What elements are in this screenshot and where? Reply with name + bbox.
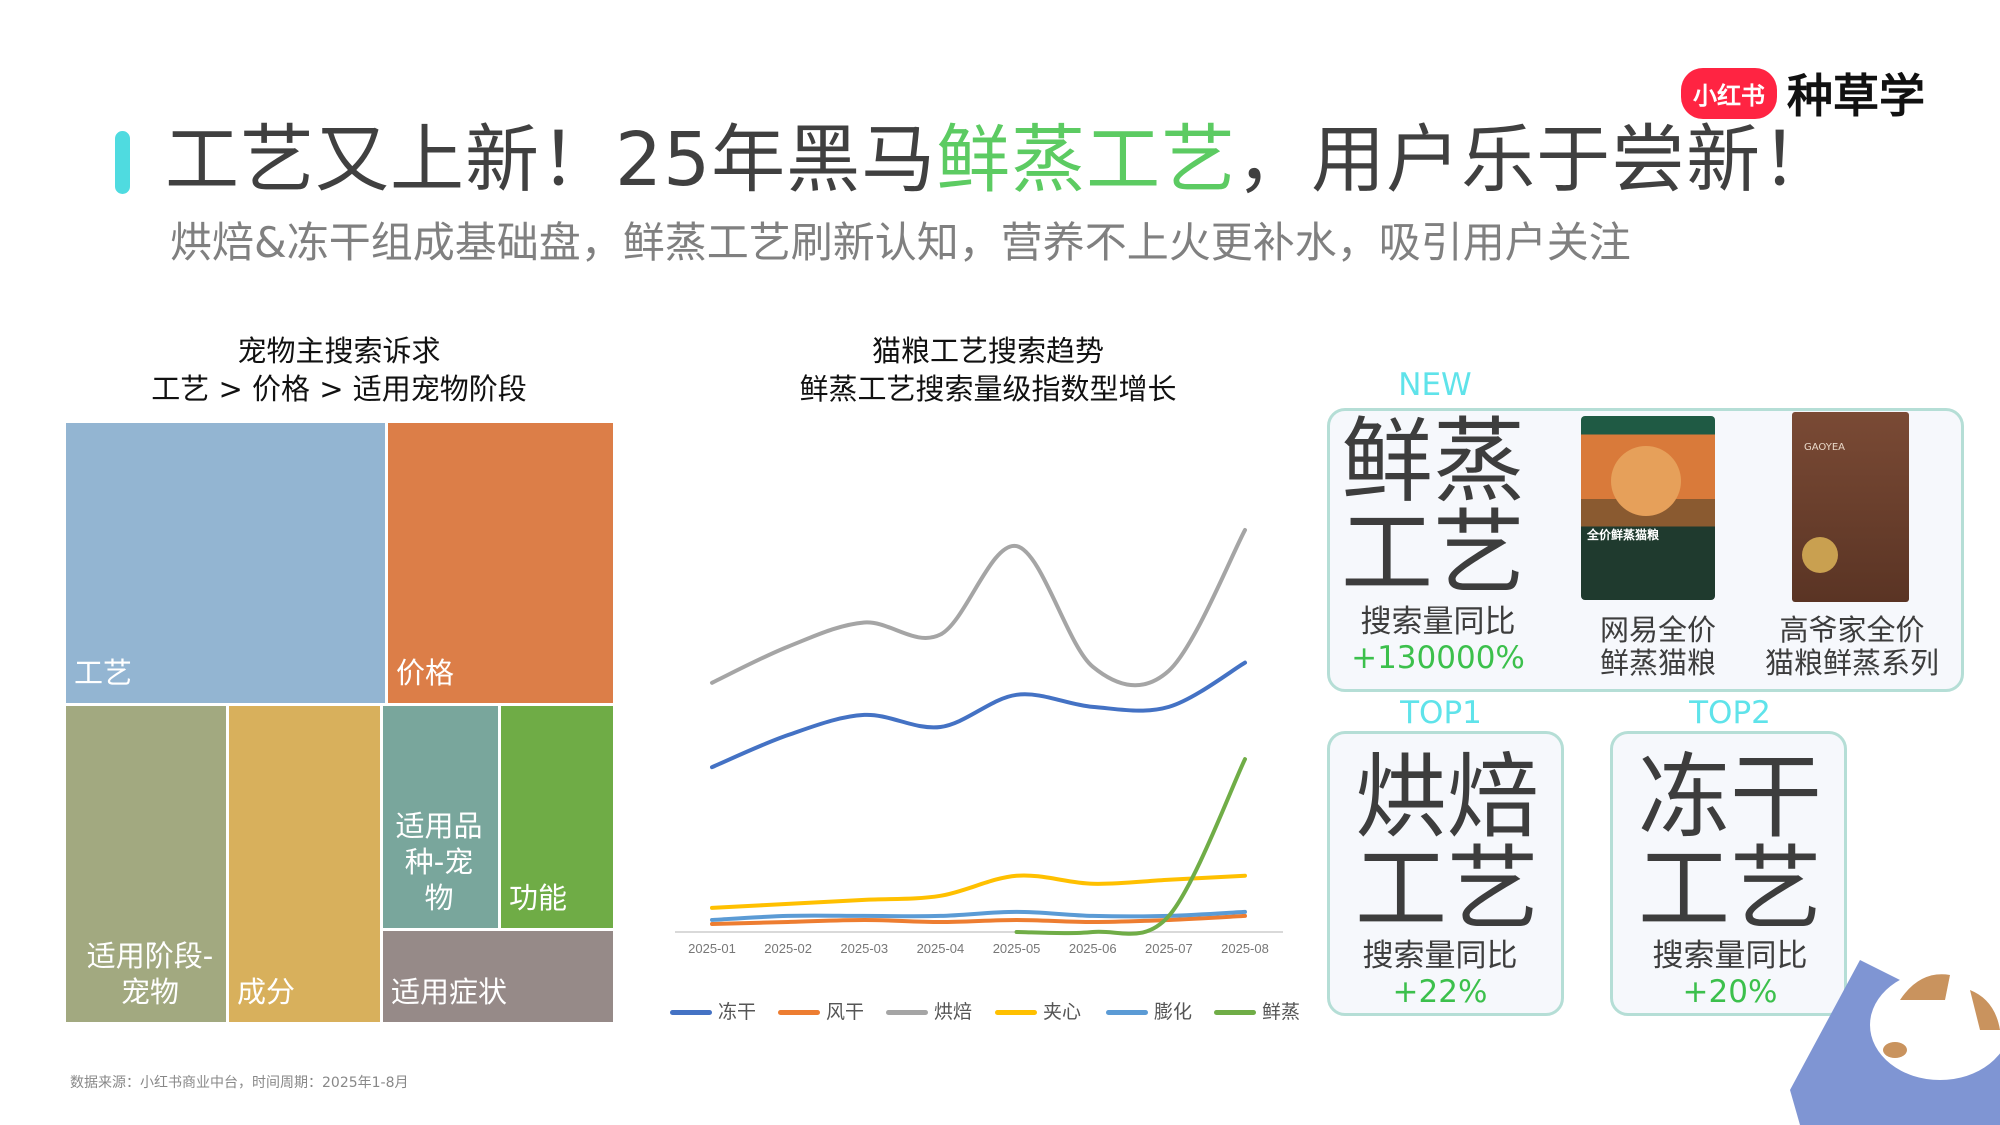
treemap-title-line1: 宠物主搜索诉求 bbox=[237, 334, 441, 368]
legend-item: 膨化 bbox=[1106, 1000, 1192, 1024]
linechart-title: 猫粮工艺搜索趋势 鲜蒸工艺搜索量级指数型增长 bbox=[799, 332, 1176, 408]
treemap-cell-price: 价格 bbox=[386, 421, 615, 705]
cat-patch bbox=[1883, 1042, 1907, 1058]
legend-label: 风干 bbox=[826, 1001, 865, 1023]
top1-big-line2: 工艺 bbox=[1354, 836, 1540, 943]
x-tick-label: 2025-08 bbox=[1221, 941, 1269, 956]
top2-big-line2: 工艺 bbox=[1637, 836, 1823, 943]
cell-label: 工艺 bbox=[74, 656, 133, 690]
legend-label: 夹心 bbox=[1043, 1001, 1082, 1023]
top2-tag: TOP2 bbox=[1689, 695, 1771, 731]
legend-swatch bbox=[1214, 1009, 1256, 1015]
xiaohongshu-logo-pill: 小红书 bbox=[1681, 67, 1777, 119]
legend-item: 冻干 bbox=[670, 1000, 756, 1024]
top1-card bbox=[1327, 731, 1564, 1016]
series-line-冻干 bbox=[710, 660, 1247, 770]
caption-line: 高爷家全价 bbox=[1779, 613, 1925, 647]
treemap: 工艺 价格 适用阶段-宠物 成分 适用品种-宠物 功能 适用症状 bbox=[64, 421, 615, 1024]
top1-tag: TOP1 bbox=[1400, 695, 1482, 731]
legend-label: 膨化 bbox=[1154, 1001, 1193, 1023]
treemap-cell-ingredients: 成分 bbox=[227, 704, 382, 1024]
cat-patch bbox=[1970, 990, 2000, 1030]
series-line-夹心 bbox=[710, 873, 1247, 910]
title-accent-bar bbox=[115, 131, 130, 194]
cell-label: 成分 bbox=[237, 975, 296, 1009]
series-line-膨化 bbox=[710, 909, 1247, 922]
legend-label: 烘焙 bbox=[934, 1001, 973, 1023]
title-text: 工艺又上新！25年黑马 bbox=[165, 117, 937, 203]
caption-line: 猫粮鲜蒸系列 bbox=[1764, 646, 1940, 680]
page-title: 工艺又上新！25年黑马鲜蒸工艺，用户乐于尝新！ bbox=[165, 112, 1836, 208]
new-metric-label: 搜索量同比 bbox=[1360, 604, 1516, 640]
cell-label: 适用症状 bbox=[391, 975, 508, 1009]
legend-swatch bbox=[886, 1009, 928, 1015]
cell-label: 功能 bbox=[509, 881, 568, 915]
treemap-title: 宠物主搜索诉求 工艺 > 价格 > 适用宠物阶段 bbox=[151, 332, 526, 408]
legend-item: 鲜蒸 bbox=[1214, 1000, 1300, 1024]
cell-label: 适用品种-宠物 bbox=[395, 809, 483, 915]
treemap-cell-stage: 适用阶段-宠物 bbox=[64, 704, 228, 1024]
treemap-cell-symptoms: 适用症状 bbox=[381, 929, 615, 1024]
product-caption-gaoyea: 高爷家全价 猫粮鲜蒸系列 bbox=[1765, 614, 1939, 680]
top1-metric-value: +22% bbox=[1392, 974, 1488, 1010]
title-highlight: 鲜蒸工艺 bbox=[936, 117, 1237, 203]
legend-item: 烘焙 bbox=[886, 1000, 972, 1024]
treemap-title-line2: 工艺 > 价格 > 适用宠物阶段 bbox=[151, 372, 527, 406]
legend-swatch bbox=[778, 1009, 820, 1015]
data-source-footnote: 数据来源：小红书商业中台，时间周期：2025年1-8月 bbox=[70, 1075, 409, 1091]
linechart-title-line1: 猫粮工艺搜索趋势 bbox=[871, 334, 1105, 368]
line-chart: 2025-01 2025-02 2025-03 2025-04 2025-05 2025-… bbox=[675, 528, 1283, 956]
steam-badge-icon bbox=[1802, 537, 1838, 573]
brand-logo: 小红书 种草学 bbox=[1681, 60, 1925, 126]
cat-patch bbox=[1900, 974, 1950, 1000]
linechart-title-line2: 鲜蒸工艺搜索量级指数型增长 bbox=[799, 372, 1177, 406]
page-subtitle: 烘焙&冻干组成基础盘，鲜蒸工艺刷新认知，营养不上火更补水，吸引用户关注 bbox=[170, 218, 1631, 267]
top2-metric-value: +20% bbox=[1682, 974, 1778, 1010]
x-tick-label: 2025-07 bbox=[1145, 941, 1193, 956]
top2-big-line1: 冻干 bbox=[1637, 744, 1823, 851]
legend-swatch bbox=[995, 1009, 1037, 1015]
treemap-cell-function: 功能 bbox=[499, 704, 615, 930]
sleeping-cat-illustration bbox=[1790, 960, 2000, 1125]
legend-item: 风干 bbox=[778, 1000, 864, 1024]
cell-label: 价格 bbox=[396, 656, 455, 690]
product-image-netease: 全价鲜蒸猫粮 bbox=[1581, 416, 1715, 600]
x-tick-label: 2025-03 bbox=[840, 941, 888, 956]
top1-big-line1: 烘焙 bbox=[1354, 744, 1540, 851]
new-metric-value: +130000% bbox=[1351, 640, 1525, 676]
legend-item: 夹心 bbox=[995, 1000, 1081, 1024]
product-image-gaoyea: GAOYEA bbox=[1792, 412, 1909, 602]
product-caption-netease: 网易全价 鲜蒸猫粮 bbox=[1600, 614, 1716, 680]
new-craft-big-line1: 鲜蒸 bbox=[1340, 408, 1526, 515]
x-tick-label: 2025-02 bbox=[764, 941, 812, 956]
x-tick-label: 2025-01 bbox=[688, 941, 736, 956]
logo-text: 种草学 bbox=[1787, 69, 1925, 123]
legend-label: 冻干 bbox=[718, 1001, 757, 1023]
bag-label: 全价鲜蒸猫粮 bbox=[1587, 528, 1660, 542]
top1-metric-label: 搜索量同比 bbox=[1362, 938, 1518, 974]
new-craft-big-line2: 工艺 bbox=[1340, 500, 1526, 607]
title-text-end: ，用户乐于尝新！ bbox=[1236, 117, 1837, 203]
x-tick-label: 2025-05 bbox=[993, 941, 1041, 956]
series-line-鲜蒸 bbox=[1014, 757, 1247, 936]
caption-line: 网易全价 bbox=[1599, 613, 1717, 647]
legend-label: 鲜蒸 bbox=[1262, 1001, 1301, 1023]
legend-swatch bbox=[670, 1009, 712, 1015]
series-line-烘焙 bbox=[710, 528, 1247, 688]
cell-label: 适用阶段-宠物 bbox=[86, 939, 214, 1009]
new-tag: NEW bbox=[1398, 367, 1472, 403]
treemap-cell-breed: 适用品种-宠物 bbox=[381, 704, 500, 930]
caption-line: 鲜蒸猫粮 bbox=[1599, 646, 1717, 680]
x-tick-label: 2025-06 bbox=[1069, 941, 1117, 956]
top2-metric-label: 搜索量同比 bbox=[1652, 938, 1808, 974]
cat-face-icon bbox=[1611, 446, 1681, 516]
treemap-cell-craft: 工艺 bbox=[64, 421, 387, 705]
x-tick-label: 2025-04 bbox=[917, 941, 965, 956]
bag-label: GAOYEA bbox=[1804, 442, 1846, 453]
legend-swatch bbox=[1106, 1009, 1148, 1015]
top2-card bbox=[1610, 731, 1847, 1016]
